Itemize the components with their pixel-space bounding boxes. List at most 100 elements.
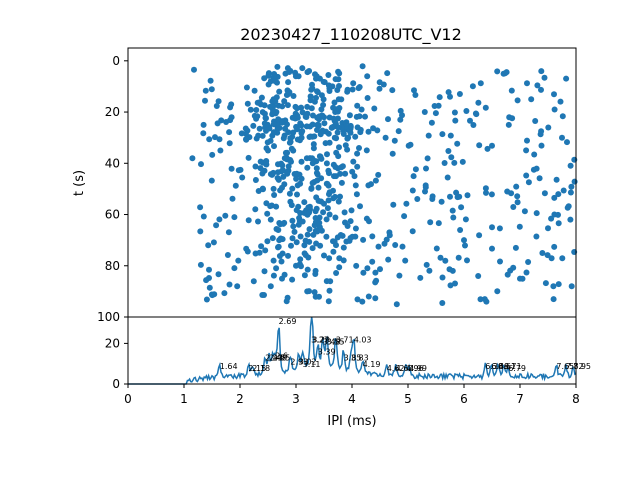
raster-point bbox=[403, 200, 410, 207]
raster-point bbox=[304, 164, 311, 171]
raster-point bbox=[254, 99, 261, 106]
raster-point bbox=[293, 207, 300, 214]
raster-point bbox=[364, 265, 371, 272]
raster-point bbox=[262, 247, 269, 254]
raster-point bbox=[421, 109, 428, 115]
raster-y-tick-label: 40 bbox=[105, 156, 120, 170]
raster-y-tick-label: 100 bbox=[97, 310, 120, 324]
raster-point bbox=[281, 271, 288, 278]
raster-point bbox=[519, 275, 526, 282]
raster-point bbox=[335, 153, 342, 160]
raster-point bbox=[310, 141, 317, 148]
raster-point bbox=[354, 150, 361, 157]
raster-point bbox=[263, 115, 269, 122]
raster-point bbox=[385, 116, 391, 123]
raster-point bbox=[337, 193, 343, 200]
raster-point bbox=[422, 188, 428, 195]
raster-point bbox=[455, 254, 462, 261]
raster-point bbox=[322, 140, 329, 147]
raster-point bbox=[313, 73, 320, 80]
raster-point bbox=[309, 121, 316, 128]
raster-point bbox=[565, 203, 572, 210]
raster-point bbox=[286, 190, 293, 197]
raster-point bbox=[287, 138, 294, 145]
raster-point bbox=[364, 95, 371, 101]
raster-point bbox=[327, 278, 334, 285]
raster-point bbox=[459, 158, 466, 165]
raster-point bbox=[285, 129, 292, 136]
raster-point bbox=[203, 296, 210, 303]
raster-point bbox=[335, 68, 342, 75]
raster-point bbox=[423, 261, 430, 268]
raster-point bbox=[326, 85, 333, 92]
raster-point bbox=[197, 228, 204, 235]
raster-point bbox=[270, 129, 277, 136]
raster-point bbox=[235, 257, 242, 264]
raster-point bbox=[281, 98, 288, 105]
raster-point bbox=[267, 203, 274, 210]
raster-point bbox=[534, 82, 541, 89]
raster-point bbox=[207, 77, 214, 84]
raster-point bbox=[342, 142, 349, 149]
raster-point bbox=[215, 98, 222, 105]
raster-panel: 0 20 40 60 80 100 t (s) bbox=[72, 47, 578, 324]
raster-point bbox=[356, 145, 362, 151]
raster-point bbox=[412, 166, 419, 173]
raster-point bbox=[336, 255, 343, 262]
raster-point bbox=[270, 109, 276, 116]
ipi-peak-label: 3.55 bbox=[327, 337, 345, 346]
raster-point bbox=[335, 198, 342, 205]
raster-point bbox=[390, 201, 397, 208]
ipi-peak-label: 3.71 bbox=[336, 335, 354, 344]
ipi-peak-label: 3.02 bbox=[299, 358, 317, 367]
raster-point bbox=[360, 236, 367, 243]
raster-point bbox=[270, 272, 277, 279]
raster-point bbox=[314, 228, 321, 235]
raster-point bbox=[288, 158, 294, 165]
raster-point bbox=[255, 132, 262, 139]
raster-point bbox=[313, 205, 320, 212]
raster-point bbox=[292, 110, 299, 117]
raster-y-tick-label: 0 bbox=[112, 54, 120, 68]
raster-point bbox=[302, 113, 309, 120]
raster-point bbox=[305, 204, 312, 211]
raster-point bbox=[354, 296, 361, 303]
raster-point bbox=[273, 203, 280, 210]
ipi-peak-label: 2.43 bbox=[265, 354, 283, 363]
raster-point bbox=[456, 91, 463, 97]
raster-point bbox=[542, 280, 549, 287]
raster-point bbox=[331, 238, 338, 245]
raster-point bbox=[396, 272, 403, 279]
raster-point bbox=[336, 264, 343, 271]
raster-point bbox=[213, 222, 220, 229]
raster-point bbox=[209, 151, 216, 158]
raster-point bbox=[508, 87, 515, 94]
raster-point bbox=[351, 173, 358, 180]
raster-point bbox=[222, 212, 229, 219]
raster-point bbox=[311, 133, 318, 140]
raster-point bbox=[559, 113, 566, 120]
raster-point bbox=[278, 160, 285, 167]
raster-point bbox=[555, 211, 561, 218]
raster-point bbox=[409, 187, 416, 194]
raster-point bbox=[339, 163, 346, 170]
raster-point bbox=[372, 295, 379, 302]
raster-point bbox=[318, 198, 325, 205]
ipi-x-tick-label: 2 bbox=[236, 392, 244, 406]
raster-points bbox=[189, 63, 578, 308]
raster-point bbox=[308, 185, 315, 192]
raster-point bbox=[571, 178, 578, 185]
raster-point bbox=[315, 184, 322, 191]
raster-point bbox=[568, 283, 575, 290]
raster-point bbox=[449, 207, 456, 214]
raster-point bbox=[363, 215, 370, 222]
raster-point bbox=[445, 148, 452, 154]
raster-point bbox=[309, 81, 315, 88]
raster-point bbox=[369, 258, 376, 265]
ipi-peak-labels: 1.64 2.152.182.432.482.552.62.692.933.023… bbox=[220, 317, 591, 373]
raster-point bbox=[270, 257, 277, 264]
raster-point bbox=[496, 225, 503, 232]
raster-point bbox=[332, 214, 339, 221]
raster-point bbox=[304, 266, 311, 273]
raster-point bbox=[309, 245, 316, 252]
